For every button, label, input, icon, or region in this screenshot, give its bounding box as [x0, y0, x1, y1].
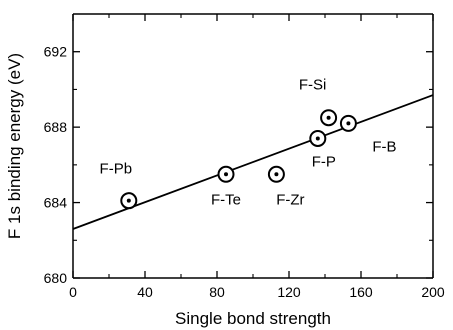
point-center — [326, 115, 331, 120]
x-tick-label: 80 — [209, 284, 225, 300]
y-tick-label: 692 — [44, 44, 68, 60]
point-label: F-Si — [299, 77, 327, 94]
point-label: F-Te — [211, 191, 241, 208]
x-tick-label: 40 — [137, 284, 153, 300]
point-center — [274, 172, 279, 177]
y-tick-label: 680 — [44, 270, 68, 286]
x-axis-title: Single bond strength — [175, 309, 331, 328]
point-label: F-Pb — [100, 161, 133, 178]
data-points — [120, 109, 357, 210]
data-point — [320, 109, 338, 127]
point-center — [126, 198, 131, 203]
y-tick-label: 688 — [44, 119, 68, 135]
point-center — [224, 172, 228, 177]
tick-labels: 0 40 80 120 160 200 680 684 688 692 — [44, 44, 445, 300]
y-tick-label: 684 — [44, 195, 68, 211]
point-center — [315, 136, 320, 141]
x-tick-label: 0 — [69, 284, 77, 300]
data-point — [120, 192, 138, 210]
x-tick-label: 160 — [349, 284, 373, 300]
point-labels: F-Pb F-Te F-Zr F-P F-Si F-B — [100, 77, 397, 209]
point-label: F-Zr — [276, 191, 304, 208]
x-tick-label: 200 — [421, 284, 445, 300]
point-label: F-P — [312, 153, 336, 170]
point-label: F-B — [372, 138, 396, 155]
axis-ticks — [72, 14, 434, 279]
x-tick-label: 120 — [277, 284, 301, 300]
data-point — [217, 165, 235, 183]
data-point — [267, 165, 285, 183]
data-point — [339, 114, 357, 132]
y-axis-title: F 1s binding energy (eV) — [5, 53, 24, 239]
point-center — [346, 121, 351, 126]
data-point — [309, 129, 327, 147]
